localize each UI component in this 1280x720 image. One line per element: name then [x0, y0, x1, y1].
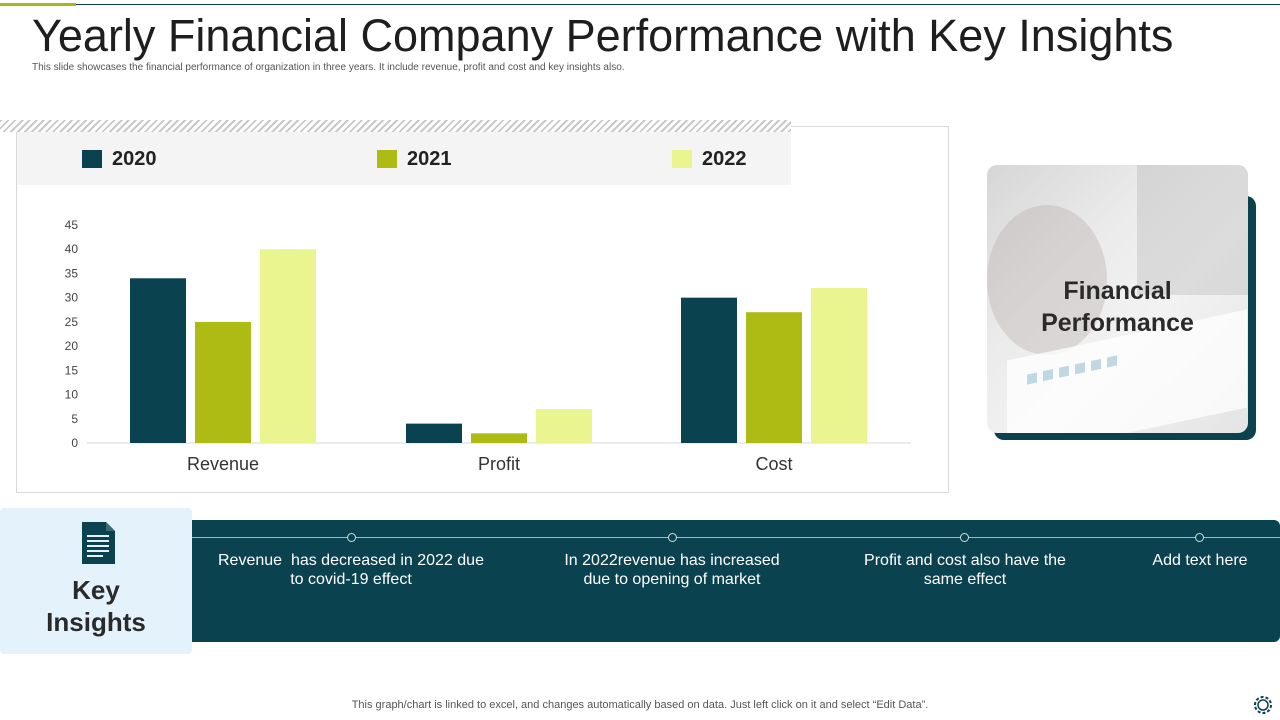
legend-bar: [17, 132, 791, 185]
insight-item-1-line2: to covid-19 effect: [290, 571, 412, 588]
bar-cost-2020: [681, 297, 737, 443]
y-tick-label: 5: [71, 412, 78, 426]
insight-item-1: Revenue has decreased in 2022 due to cov…: [205, 551, 497, 589]
y-tick-label: 35: [65, 266, 79, 280]
legend-label-2022: 2022: [702, 147, 747, 170]
y-tick-label: 10: [65, 388, 79, 402]
legend-swatch-2021: [377, 150, 397, 168]
x-category-label: Profit: [478, 454, 520, 474]
legend-label-2020: 2020: [112, 147, 157, 170]
y-tick-label: 30: [65, 291, 79, 305]
y-tick-label: 25: [65, 315, 79, 329]
photo-card-label: Financial Performance: [987, 275, 1248, 339]
bar-profit-2020: [406, 423, 462, 443]
key-insights-title-line1: Key: [72, 575, 120, 605]
insight-item-4: Add text here: [1120, 551, 1280, 570]
top-accent-bar: [0, 3, 76, 6]
insight-item-3-line2: same effect: [923, 571, 1007, 588]
x-category-label: Cost: [755, 454, 792, 474]
page-subtitle: This slide showcases the financial perfo…: [32, 62, 625, 73]
y-tick-label: 0: [71, 436, 78, 450]
document-icon: [78, 521, 116, 570]
bar-chart[interactable]: 0 5 10 15 20 25 30 35 40 45 Revenue Profit Cost: [17, 185, 947, 490]
bar-revenue-2021: [195, 321, 251, 443]
page-title: Yearly Financial Company Performance wit…: [32, 10, 1174, 61]
photo-card-label-line1: Financial: [1063, 277, 1172, 305]
y-tick-label: 45: [65, 218, 79, 232]
timeline-dot: [1195, 533, 1204, 542]
bar-cost-2021: [746, 312, 802, 443]
insights-band: [192, 520, 1280, 642]
y-tick-label: 40: [65, 242, 79, 256]
insights-timeline: [192, 537, 1280, 538]
bar-profit-2021: [471, 433, 527, 443]
bar-profit-2022: [536, 409, 592, 443]
insight-item-2: In 2022revenue has increased due to open…: [532, 551, 812, 589]
insight-item-4-line1: Add text here: [1152, 552, 1248, 569]
legend-item-2021: 2021: [377, 147, 452, 170]
top-rule: [0, 4, 1280, 5]
footer-note: This graph/chart is linked to excel, and…: [351, 699, 929, 711]
legend-item-2022: 2022: [672, 147, 747, 170]
insight-item-2-line2: due to opening of market: [583, 571, 761, 588]
x-category-label: Revenue: [187, 454, 259, 474]
timeline-dot: [668, 533, 677, 542]
hatch-strip: [0, 120, 791, 132]
key-insights-title-line2: Insights: [46, 607, 146, 637]
timeline-dot: [960, 533, 969, 542]
y-tick-label: 20: [65, 339, 79, 353]
key-insights-title: Key Insights: [0, 574, 192, 638]
insight-item-1-line1: Revenue has decreased in 2022 due: [218, 552, 484, 569]
insight-item-2-line1: In 2022revenue has increased: [564, 552, 780, 569]
insight-item-3: Profit and cost also have the same effec…: [835, 551, 1095, 589]
photo-card-label-line2: Performance: [1041, 309, 1194, 337]
insight-item-3-line1: Profit and cost also have the: [864, 552, 1066, 569]
gear-icon[interactable]: [1252, 694, 1274, 720]
bar-cost-2022: [811, 287, 867, 443]
legend-label-2021: 2021: [407, 147, 452, 170]
legend-swatch-2020: [82, 150, 102, 168]
y-tick-label: 15: [65, 363, 79, 377]
bar-revenue-2020: [130, 278, 186, 443]
bar-revenue-2022: [260, 249, 316, 443]
financial-photo: [987, 165, 1248, 433]
timeline-dot: [347, 533, 356, 542]
legend-item-2020: 2020: [82, 147, 157, 170]
legend-swatch-2022: [672, 150, 692, 168]
